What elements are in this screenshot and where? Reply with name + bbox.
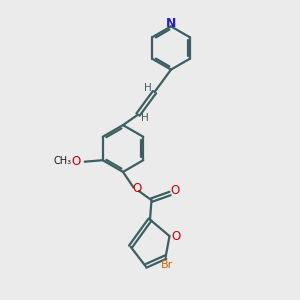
Text: O: O bbox=[133, 182, 142, 196]
Text: CH₃: CH₃ bbox=[53, 156, 71, 166]
Text: O: O bbox=[172, 230, 181, 243]
Text: H: H bbox=[144, 83, 152, 94]
Text: H: H bbox=[141, 113, 148, 123]
Text: O: O bbox=[72, 155, 81, 168]
Text: N: N bbox=[166, 17, 176, 31]
Text: O: O bbox=[171, 184, 180, 197]
Text: Br: Br bbox=[161, 260, 173, 271]
